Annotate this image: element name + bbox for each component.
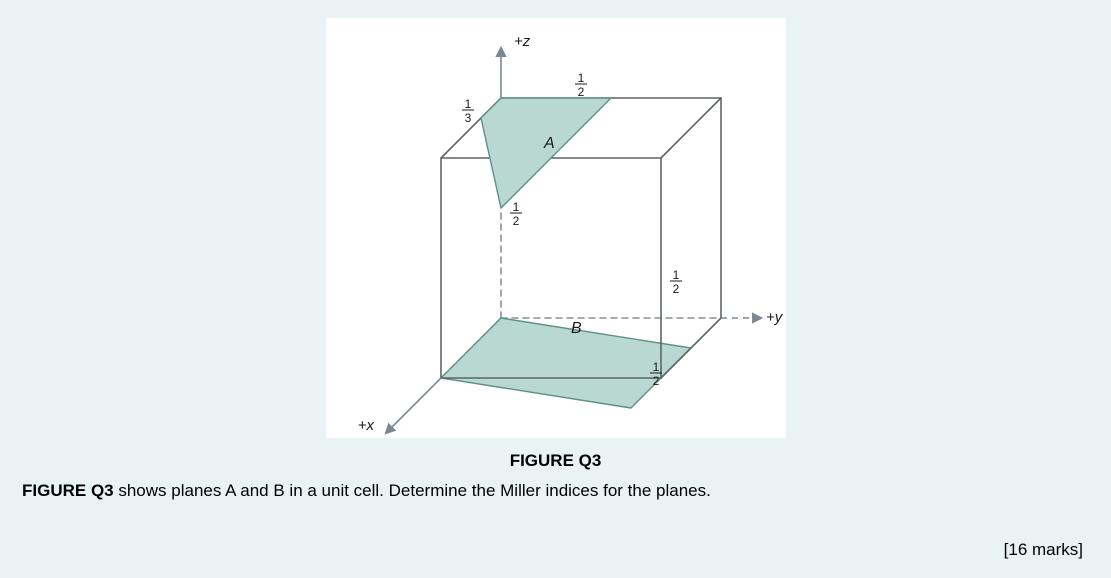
svg-text:+y: +y — [766, 309, 784, 326]
svg-text:2: 2 — [672, 282, 679, 296]
svg-text:2: 2 — [512, 214, 519, 228]
svg-text:1: 1 — [512, 200, 519, 214]
question-prompt: FIGURE Q3 shows planes A and B in a unit… — [22, 481, 1089, 501]
prompt-figure-ref: FIGURE Q3 — [22, 481, 114, 500]
svg-text:2: 2 — [652, 374, 659, 388]
figure-caption: FIGURE Q3 — [22, 451, 1089, 471]
svg-text:B: B — [571, 320, 582, 337]
svg-text:+z: +z — [514, 33, 531, 50]
svg-text:2: 2 — [577, 85, 584, 99]
prompt-text: shows planes A and B in a unit cell. Det… — [114, 481, 711, 500]
svg-text:+x: +x — [357, 417, 374, 434]
svg-text:1: 1 — [464, 97, 471, 111]
svg-text:A: A — [543, 135, 555, 152]
unit-cell-diagram: +z+y+xAB1312121212 — [326, 18, 786, 438]
svg-text:3: 3 — [464, 111, 471, 125]
question-panel: +z+y+xAB1312121212 FIGURE Q3 FIGURE Q3 s… — [0, 0, 1111, 578]
svg-text:1: 1 — [577, 71, 584, 85]
figure-container: +z+y+xAB1312121212 FIGURE Q3 — [22, 18, 1089, 471]
svg-text:1: 1 — [672, 268, 679, 282]
figure-svg-box: +z+y+xAB1312121212 — [326, 18, 786, 438]
svg-text:1: 1 — [652, 360, 659, 374]
marks-label: [16 marks] — [1004, 540, 1083, 560]
